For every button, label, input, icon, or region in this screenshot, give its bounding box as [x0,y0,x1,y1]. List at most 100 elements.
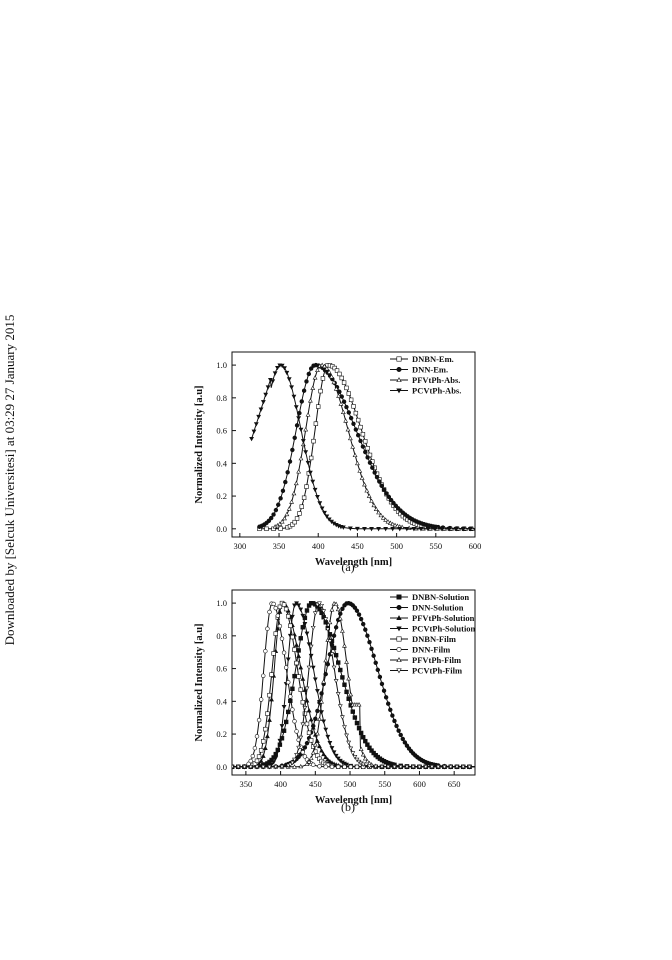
data-point [286,709,291,715]
data-point [352,715,358,720]
data-point [288,623,293,628]
data-point [286,377,292,382]
data-point [310,750,316,755]
series-dnn-em- [257,362,475,531]
data-point [400,736,405,742]
data-point [269,672,274,677]
data-point [258,697,264,702]
data-point [235,764,241,770]
data-point [310,725,316,730]
data-point [265,711,270,716]
data-point [467,526,473,532]
data-point [263,648,268,654]
data-point [288,694,293,699]
data-point [300,700,306,705]
data-point [248,764,254,770]
data-point [329,374,334,379]
data-point [326,517,332,522]
data-point [359,475,365,480]
data-point [293,480,299,486]
data-point [329,746,335,751]
data-point [323,764,328,769]
data-point [311,762,316,767]
data-point [299,399,304,404]
data-point [398,732,403,738]
data-point [275,749,281,754]
data-point [254,764,260,770]
y-tick-label: 1.0 [216,598,227,608]
data-point [300,613,306,619]
x-tick-label: 400 [274,779,287,789]
data-point [321,719,327,724]
data-point [392,522,398,528]
data-point [312,375,318,380]
data-point [300,625,306,630]
data-point [360,432,366,437]
data-point [279,636,285,641]
data-point [439,526,445,532]
data-point [277,604,283,610]
data-point [329,764,335,769]
data-point [354,608,360,613]
data-point [341,380,347,385]
data-point [369,526,374,532]
data-point [285,657,291,662]
data-point [343,418,349,423]
data-point [356,702,362,707]
data-point [304,379,309,384]
y-tick-label: 0.8 [216,631,227,641]
data-point [337,704,343,709]
data-point [312,611,318,616]
data-point [390,521,396,527]
data-point [367,460,373,465]
data-point [361,621,366,627]
y-tick-label: 0.4 [216,458,227,468]
data-point [377,479,382,484]
data-point [317,501,323,506]
data-point [329,652,335,657]
data-point [342,725,347,730]
data-point [460,526,466,532]
data-point [308,755,314,761]
data-point [263,392,269,398]
data-point [286,506,292,511]
data-point [276,502,281,507]
data-point [340,525,346,530]
data-point [417,764,422,770]
data-point [302,687,308,692]
x-tick-label: 650 [448,779,461,789]
data-point [258,407,264,412]
data-point [387,520,393,525]
data-point [339,628,345,633]
data-point [302,754,308,759]
data-point [366,493,372,498]
data-point [296,648,301,653]
data-point [317,716,322,722]
data-point [333,386,339,391]
data-point [352,754,358,760]
data-point [304,608,310,613]
data-point [322,363,327,369]
data-point [298,607,304,612]
data-point [296,603,302,608]
data-point [312,487,318,493]
data-point [398,764,404,770]
data-point [356,726,362,731]
data-point [268,515,274,521]
data-point [254,734,260,739]
data-point [326,369,332,374]
data-point [351,421,356,426]
data-point [275,626,281,631]
legend-label: DNN-Solution [412,603,464,613]
data-point [296,653,302,658]
data-point [442,764,447,770]
download-watermark: Downloaded by [Selcuk Universitesi] at 0… [2,314,17,646]
data-point [356,612,362,617]
data-point [275,365,280,371]
data-point [364,758,370,764]
data-point [354,757,360,763]
x-tick-label: 550 [429,541,442,551]
data-point [323,754,329,760]
data-point [290,707,295,712]
data-point [301,495,307,500]
